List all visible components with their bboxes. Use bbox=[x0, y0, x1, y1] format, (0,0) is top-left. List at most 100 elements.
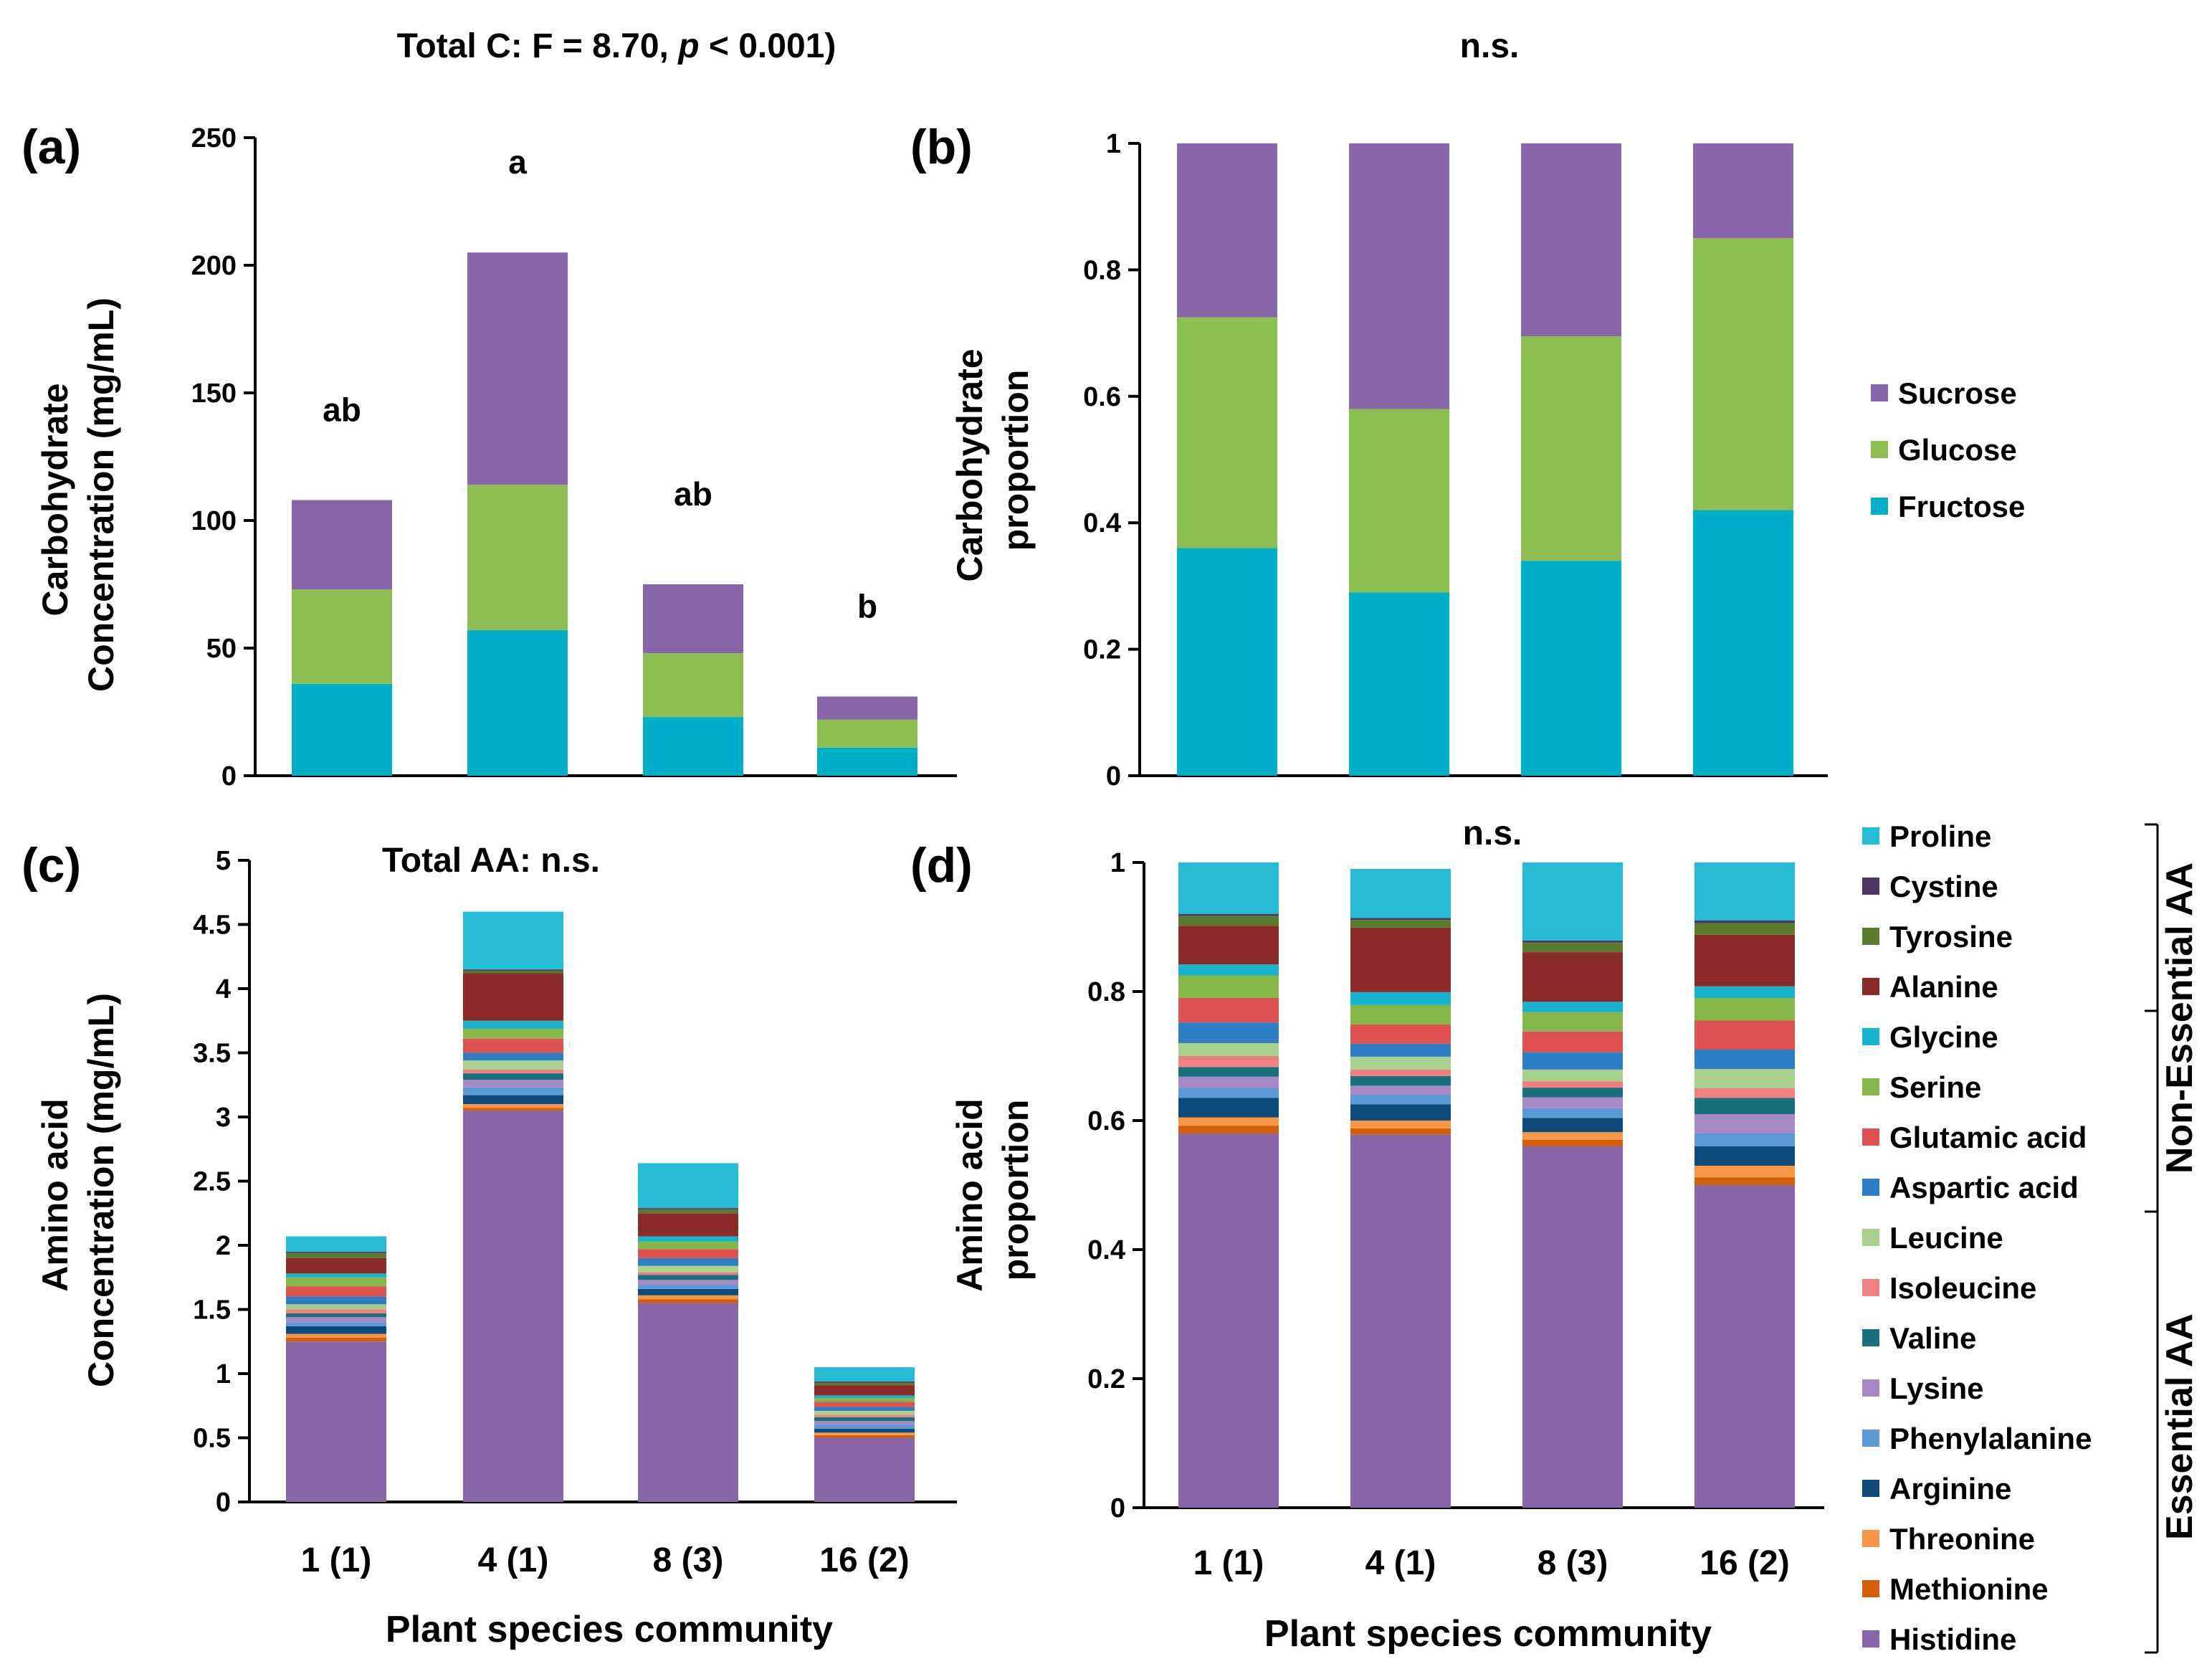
bar-c-glutamic-acid-1-1 bbox=[286, 1286, 386, 1297]
bar-d-methionine-4-1 bbox=[1350, 1128, 1451, 1135]
bar-d-lysine-4-1 bbox=[1350, 1085, 1451, 1095]
legend-swatch-lysine bbox=[1862, 1379, 1879, 1397]
bar-d-leucine-8-3 bbox=[1522, 1069, 1623, 1082]
legend-swatch-cystine bbox=[1862, 878, 1879, 895]
panel-a-ytick-label: 0 bbox=[221, 761, 237, 791]
panel-c-ytick-label: 1.5 bbox=[193, 1295, 231, 1326]
legend-swatch-sucrose bbox=[1871, 384, 1888, 401]
panel-a-label: (a) bbox=[22, 120, 81, 174]
legend-label-threonine: Threonine bbox=[1889, 1522, 2035, 1556]
carbohydrate-legend: Sucrose Glucose Fructose bbox=[1871, 376, 2025, 523]
bar-d-phenylalanine-1-1 bbox=[1178, 1088, 1279, 1098]
legend-label-fructose: Fructose bbox=[1898, 490, 2025, 523]
bar-b-glucose-16-2 bbox=[1693, 238, 1793, 510]
panel-b-ytick-label: 0 bbox=[1106, 761, 1121, 791]
bar-c-glycine-8-3 bbox=[638, 1236, 738, 1242]
amino-acid-legend: Proline Cystine Tyrosine Alanine Glycine Seri… bbox=[1862, 819, 2092, 1656]
bar-d-glycine-16-2 bbox=[1694, 986, 1795, 998]
panel-a-significance-label: ab bbox=[323, 391, 361, 429]
panel-c-ytick-label: 5 bbox=[216, 846, 231, 876]
bar-c-methionine-8-3 bbox=[638, 1299, 738, 1303]
panel-b-ytick-label: 1 bbox=[1106, 129, 1121, 159]
legend-swatch-serine bbox=[1862, 1078, 1879, 1095]
bar-c-phenylalanine-8-3 bbox=[638, 1285, 738, 1289]
bar-d-arginine-8-3 bbox=[1522, 1118, 1623, 1133]
panel-b-top-title: n.s. bbox=[1460, 27, 1520, 65]
bar-b-sucrose-4-1 bbox=[1349, 143, 1449, 409]
panel-d-ytick-label: 0.2 bbox=[1087, 1364, 1125, 1394]
legend-swatch-methionine bbox=[1862, 1580, 1879, 1597]
bar-d-cystine-1-1 bbox=[1178, 914, 1279, 916]
bar-d-glutamic-acid-1-1 bbox=[1178, 998, 1279, 1023]
bar-d-aspartic-acid-16-2 bbox=[1694, 1050, 1795, 1069]
bar-c-leucine-4-1 bbox=[463, 1060, 563, 1070]
bar-d-arginine-16-2 bbox=[1694, 1146, 1795, 1166]
bar-d-phenylalanine-4-1 bbox=[1350, 1095, 1451, 1105]
bar-d-phenylalanine-8-3 bbox=[1522, 1108, 1623, 1118]
bar-d-threonine-1-1 bbox=[1178, 1117, 1279, 1126]
bar-a-sucrose-8-3 bbox=[643, 584, 743, 654]
legend-label-proline: Proline bbox=[1889, 819, 1991, 853]
panel-c-ytick-label: 0 bbox=[216, 1488, 231, 1518]
bar-c-isoleucine-8-3 bbox=[638, 1272, 738, 1275]
bar-c-cystine-1-1 bbox=[286, 1251, 386, 1253]
bar-c-cystine-8-3 bbox=[638, 1208, 738, 1209]
bar-a-fructose-4-1 bbox=[467, 630, 568, 776]
panel-a-plot: 0 50 100 150 200 250 ab a ab b bbox=[191, 123, 957, 791]
bar-c-proline-8-3 bbox=[638, 1163, 738, 1209]
bar-d-tyrosine-4-1 bbox=[1350, 920, 1451, 928]
bar-d-threonine-8-3 bbox=[1522, 1132, 1623, 1140]
bar-b-fructose-4-1 bbox=[1349, 592, 1449, 776]
bar-b-sucrose-8-3 bbox=[1521, 143, 1621, 337]
panel-b-label: (b) bbox=[910, 120, 973, 174]
legend-label-alanine: Alanine bbox=[1889, 970, 1998, 1004]
bar-c-phenylalanine-16-2 bbox=[814, 1425, 915, 1429]
bar-b-sucrose-1-1 bbox=[1177, 143, 1277, 318]
bar-b-sucrose-16-2 bbox=[1693, 143, 1793, 239]
panel-d-category-label: 4 (1) bbox=[1365, 1544, 1436, 1582]
bar-d-alanine-1-1 bbox=[1178, 926, 1279, 965]
bar-c-histidine-8-3 bbox=[638, 1303, 738, 1502]
bar-c-phenylalanine-1-1 bbox=[286, 1322, 386, 1326]
legend-label-leucine: Leucine bbox=[1889, 1221, 2003, 1255]
bar-d-cystine-4-1 bbox=[1350, 918, 1451, 921]
bar-d-lysine-8-3 bbox=[1522, 1097, 1623, 1108]
bar-d-tyrosine-8-3 bbox=[1522, 942, 1623, 953]
panel-c-ytick-label: 0.5 bbox=[193, 1424, 231, 1454]
bar-a-fructose-8-3 bbox=[643, 717, 743, 776]
bar-d-threonine-16-2 bbox=[1694, 1166, 1795, 1178]
panel-d-ytick-label: 0.6 bbox=[1087, 1106, 1125, 1136]
bar-d-lysine-1-1 bbox=[1178, 1076, 1279, 1088]
legend-label-glutamic-acid: Glutamic acid bbox=[1889, 1121, 2087, 1154]
panel-c-ytick-label: 2.5 bbox=[193, 1167, 231, 1197]
bar-b-glucose-1-1 bbox=[1177, 317, 1277, 548]
panel-a-ylabel: Carbohydrate Concentration (mg/mL) bbox=[35, 298, 121, 692]
bar-c-lysine-1-1 bbox=[286, 1317, 386, 1323]
bar-c-lysine-8-3 bbox=[638, 1280, 738, 1285]
bar-a-glucose-16-2 bbox=[817, 719, 917, 748]
bar-d-alanine-8-3 bbox=[1522, 952, 1623, 1002]
bar-c-leucine-1-1 bbox=[286, 1304, 386, 1310]
legend-swatch-fructose bbox=[1871, 498, 1888, 515]
bar-d-tyrosine-1-1 bbox=[1178, 916, 1279, 926]
bar-a-fructose-1-1 bbox=[292, 683, 392, 776]
bar-c-methionine-1-1 bbox=[286, 1337, 386, 1342]
bar-d-lysine-16-2 bbox=[1694, 1114, 1795, 1133]
bar-d-methionine-8-3 bbox=[1522, 1140, 1623, 1146]
panel-b-ytick-label: 0.6 bbox=[1083, 382, 1121, 412]
bar-d-histidine-4-1 bbox=[1350, 1134, 1451, 1508]
bar-c-aspartic-acid-1-1 bbox=[286, 1296, 386, 1305]
panel-b-ytick-label: 0.4 bbox=[1083, 508, 1121, 538]
panel-a-top-title: Total C: F = 8.70, p < 0.001) bbox=[397, 27, 836, 65]
bar-c-serine-4-1 bbox=[463, 1028, 563, 1039]
legend-swatch-tyrosine bbox=[1862, 928, 1879, 945]
panel-c-ytick-label: 4.5 bbox=[193, 910, 231, 941]
panel-c-ytick-label: 3.5 bbox=[193, 1039, 231, 1069]
panel-a-significance-label: b bbox=[857, 588, 877, 625]
bar-c-proline-4-1 bbox=[463, 911, 563, 970]
bar-d-serine-1-1 bbox=[1178, 975, 1279, 998]
panel-c-ytick-label: 1 bbox=[216, 1359, 231, 1389]
panel-c-category-label: 16 (2) bbox=[819, 1541, 909, 1579]
bar-d-proline-16-2 bbox=[1694, 862, 1795, 921]
bar-d-tyrosine-16-2 bbox=[1694, 923, 1795, 935]
